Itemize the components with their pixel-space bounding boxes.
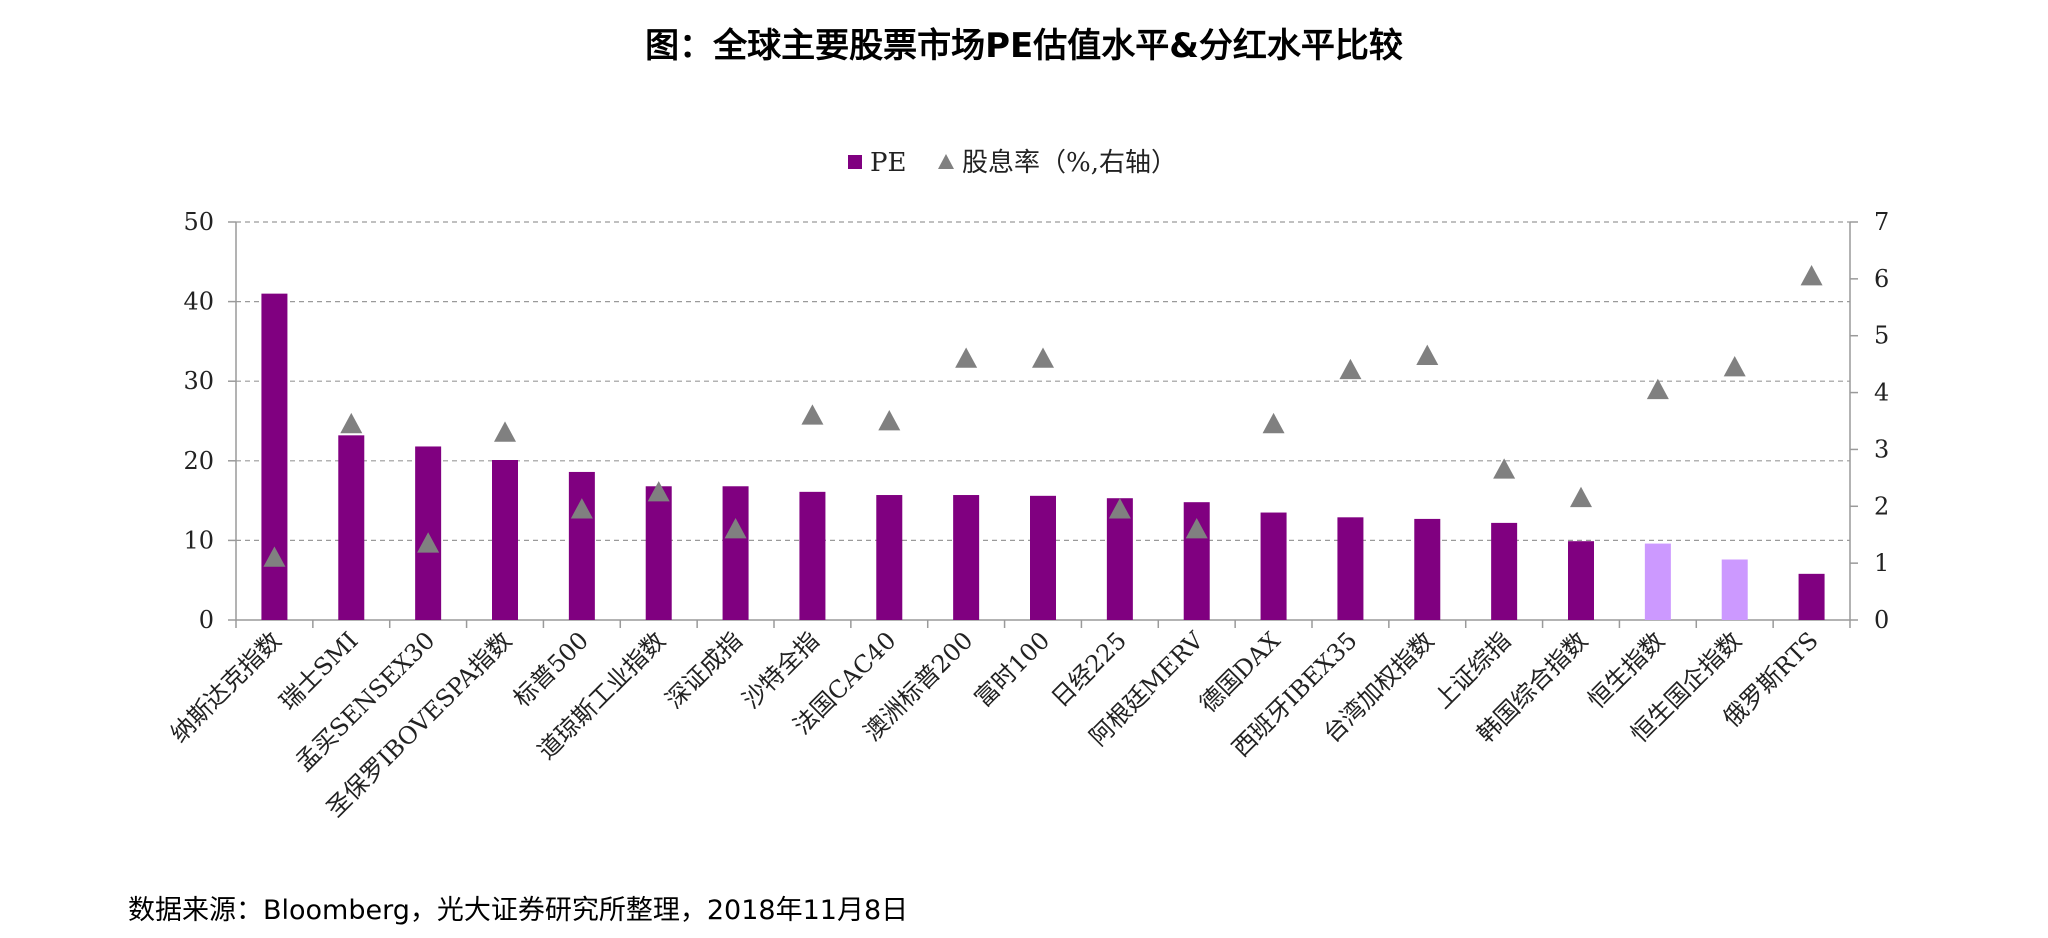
pe-bar — [722, 486, 749, 620]
dividend-marker — [647, 481, 670, 502]
y-right-tick-label: 1 — [1874, 549, 1889, 577]
dividend-marker — [263, 546, 286, 567]
dividend-marker — [417, 532, 440, 553]
dividend-marker — [1723, 355, 1746, 377]
dividend-marker — [724, 518, 747, 539]
pe-dividend-chart: PE 股息率（%,右轴） 0 10 20 30 40 50 0 1 2 3 4 5 6 7 纳斯达克指数瑞士… — [165, 148, 1889, 823]
y-left-tick-label: 30 — [183, 367, 214, 395]
y-left-tick-label: 20 — [183, 447, 214, 475]
y-right-tick-label: 6 — [1874, 265, 1889, 293]
category-labels: 纳斯达克指数瑞士SMI孟买SENSEX30圣保罗IBOVESPA指数标普500道… — [165, 626, 1824, 823]
pe-bar — [568, 471, 595, 620]
pe-bar — [799, 491, 826, 620]
pe-bar — [338, 435, 365, 620]
legend-dividend-marker — [938, 154, 954, 169]
y-right-tick-label: 4 — [1874, 379, 1889, 407]
y-right-tick-label: 5 — [1874, 322, 1889, 350]
y-left-tick-label: 50 — [183, 208, 214, 236]
dividend-marker — [1185, 518, 1208, 539]
dividend-marker — [1108, 498, 1131, 519]
y-left-tick-label: 0 — [199, 606, 214, 634]
pe-bar — [1491, 522, 1518, 620]
dividend-marker — [570, 498, 593, 519]
dividend-marker — [1032, 347, 1054, 368]
legend: PE 股息率（%,右轴） — [848, 148, 1177, 178]
pe-bar — [1260, 512, 1287, 620]
pe-bar — [1568, 541, 1594, 620]
dividend-marker — [1570, 486, 1592, 508]
dividend-marker — [494, 421, 516, 442]
pe-bar — [876, 495, 903, 620]
legend-dividend-label: 股息率（%,右轴） — [962, 148, 1177, 178]
dividend-marker — [801, 404, 824, 425]
category-label: 深证成指 — [660, 626, 748, 714]
y-right-tick-label: 2 — [1874, 492, 1889, 520]
axes: 0 10 20 30 40 50 0 1 2 3 4 5 6 7 — [183, 208, 1889, 634]
pe-bar — [645, 486, 672, 620]
pe-bar — [1030, 495, 1056, 620]
dividend-marker — [1800, 265, 1823, 286]
y-right-tick-label: 7 — [1874, 208, 1889, 236]
dividend-marker — [340, 412, 363, 434]
pe-bar — [1721, 559, 1748, 620]
y-left-tick-label: 40 — [183, 288, 214, 316]
source-note: 数据来源：Bloomberg，光大证券研究所整理，2018年11月8日 — [128, 895, 909, 926]
pe-bar — [492, 460, 518, 620]
dividend-marker — [878, 410, 901, 431]
pe-bar — [1414, 518, 1441, 620]
grid-lines — [236, 221, 1850, 542]
pe-bar — [1106, 498, 1133, 620]
y-right-tick-label: 3 — [1874, 435, 1889, 463]
dividend-marker — [1416, 344, 1439, 365]
legend-pe-label: PE — [870, 148, 906, 178]
dividend-markers — [263, 265, 1823, 567]
figure-title: 图：全球主要股票市场PE估值水平&分红水平比较 — [645, 26, 1403, 66]
y-right-tick-label: 0 — [1874, 606, 1889, 634]
dividend-marker — [955, 347, 978, 368]
pe-bar — [953, 495, 980, 620]
category-label: 孟买SENSEX30 — [290, 626, 440, 776]
legend-pe-swatch — [848, 155, 862, 169]
dividend-marker — [1262, 412, 1285, 434]
category-label: 纳斯达克指数 — [165, 626, 287, 748]
pe-bar — [1798, 573, 1825, 620]
pe-bar — [1337, 517, 1364, 620]
dividend-marker — [1493, 458, 1516, 479]
pe-bar — [1644, 543, 1671, 620]
pe-bars — [261, 293, 1825, 620]
dividend-marker — [1339, 358, 1362, 380]
y-left-tick-label: 10 — [183, 526, 214, 554]
category-label: 富时100 — [969, 626, 1055, 712]
dividend-marker — [1646, 378, 1669, 400]
pe-bar — [261, 293, 288, 620]
